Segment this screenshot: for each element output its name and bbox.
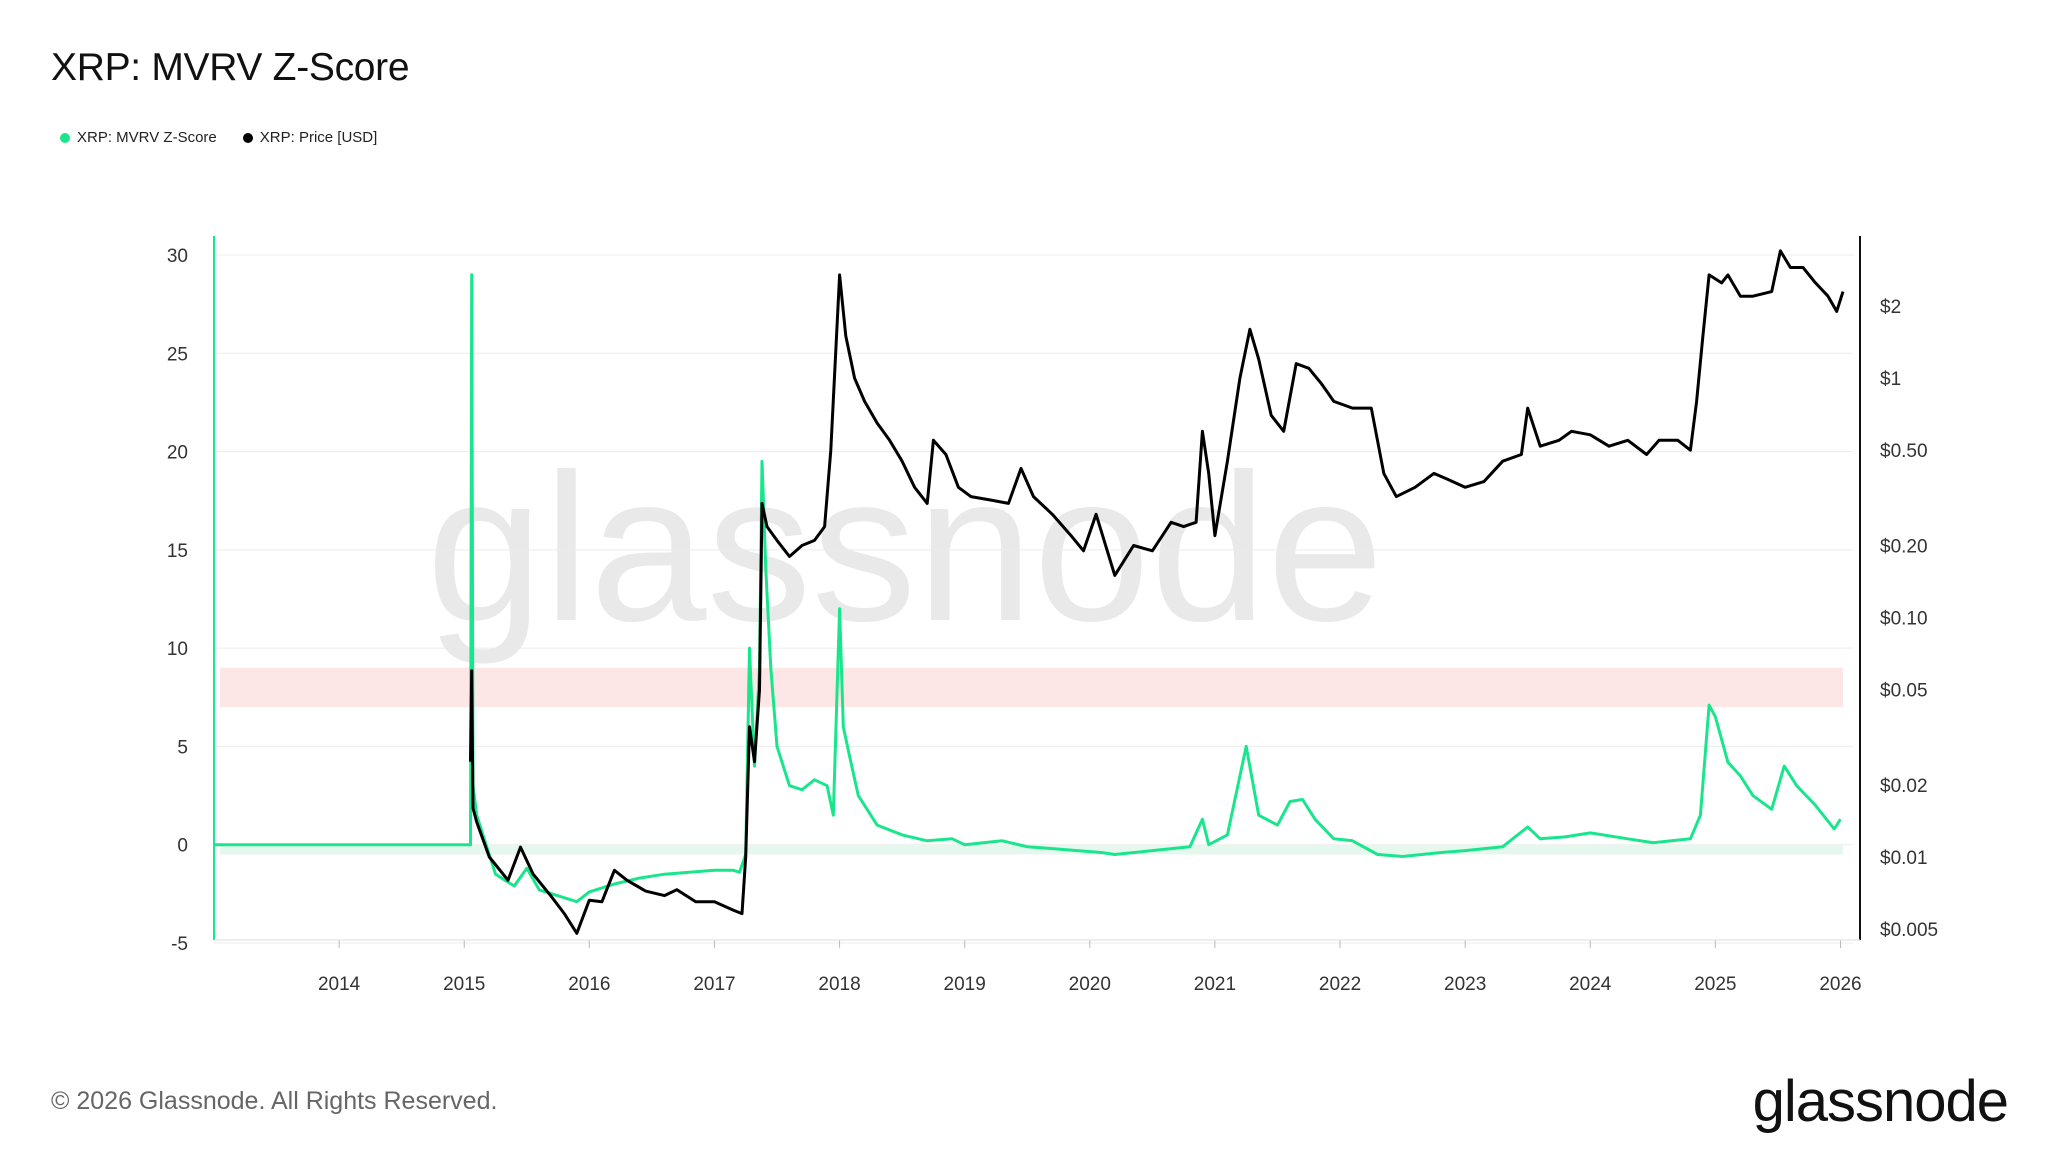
chart-title: XRP: MVRV Z-Score — [51, 46, 410, 89]
overvalued-zone — [220, 667, 1843, 708]
x-tick-label: 2014 — [318, 974, 361, 995]
undervalued-zone — [220, 844, 1843, 855]
series-line-price — [469, 249, 1845, 935]
legend-label-price: XRP: Price [USD] — [259, 129, 378, 146]
y-right-tick-label: $0.01 — [1880, 848, 1928, 869]
y-left-tick-label: 10 — [167, 639, 188, 660]
y-left-tick-label: 30 — [167, 246, 188, 267]
copyright-footer: © 2026 Glassnode. All Rights Reserved. — [51, 1087, 498, 1115]
x-tick-label: 2025 — [1694, 974, 1736, 995]
legend-label-zscore: XRP: MVRV Z-Score — [77, 129, 217, 146]
series-line-mvrv-zscore — [214, 273, 1842, 904]
y-right-tick-label: $0.50 — [1880, 441, 1928, 462]
y-right-tick-label: $0.10 — [1880, 609, 1928, 630]
legend-item-zscore[interactable]: XRP: MVRV Z-Score — [60, 129, 217, 146]
legend-dot-zscore — [60, 132, 70, 143]
y-left-tick-label: 5 — [177, 737, 188, 758]
legend-dot-price — [242, 132, 253, 143]
glassnode-logo: glassnode — [1752, 1069, 2009, 1134]
x-tick-label: 2023 — [1444, 974, 1486, 995]
x-tick-label: 2020 — [1069, 974, 1111, 995]
legend: XRP: MVRV Z-Score XRP: Price [USD] — [60, 129, 377, 146]
x-tick-label: 2022 — [1319, 974, 1361, 995]
legend-item-price[interactable]: XRP: Price [USD] — [242, 129, 378, 146]
x-tick-label: 2026 — [1819, 974, 1861, 995]
y-right-tick-label: $1 — [1880, 369, 1901, 390]
y-left-tick-label: -5 — [171, 934, 188, 955]
x-tick-label: 2021 — [1194, 974, 1236, 995]
x-tick-label: 2015 — [443, 974, 485, 995]
y-left-tick-label: 20 — [167, 443, 188, 464]
y-left-tick-label: 0 — [177, 836, 188, 857]
x-tick-label: 2017 — [693, 974, 735, 995]
x-tick-label: 2024 — [1569, 974, 1612, 995]
y-right-tick-label: $2 — [1880, 297, 1901, 318]
x-tick-label: 2018 — [818, 974, 860, 995]
x-tick-label: 2019 — [944, 974, 986, 995]
x-tick-label: 2016 — [568, 974, 610, 995]
y-left-tick-label: 25 — [167, 344, 188, 365]
y-right-tick-label: $0.05 — [1880, 681, 1928, 702]
y-right-tick-label: $0.02 — [1880, 776, 1928, 797]
y-right-tick-label: $0.005 — [1880, 920, 1938, 941]
y-right-tick-label: $0.20 — [1880, 537, 1928, 558]
y-left-tick-label: 15 — [167, 541, 188, 562]
